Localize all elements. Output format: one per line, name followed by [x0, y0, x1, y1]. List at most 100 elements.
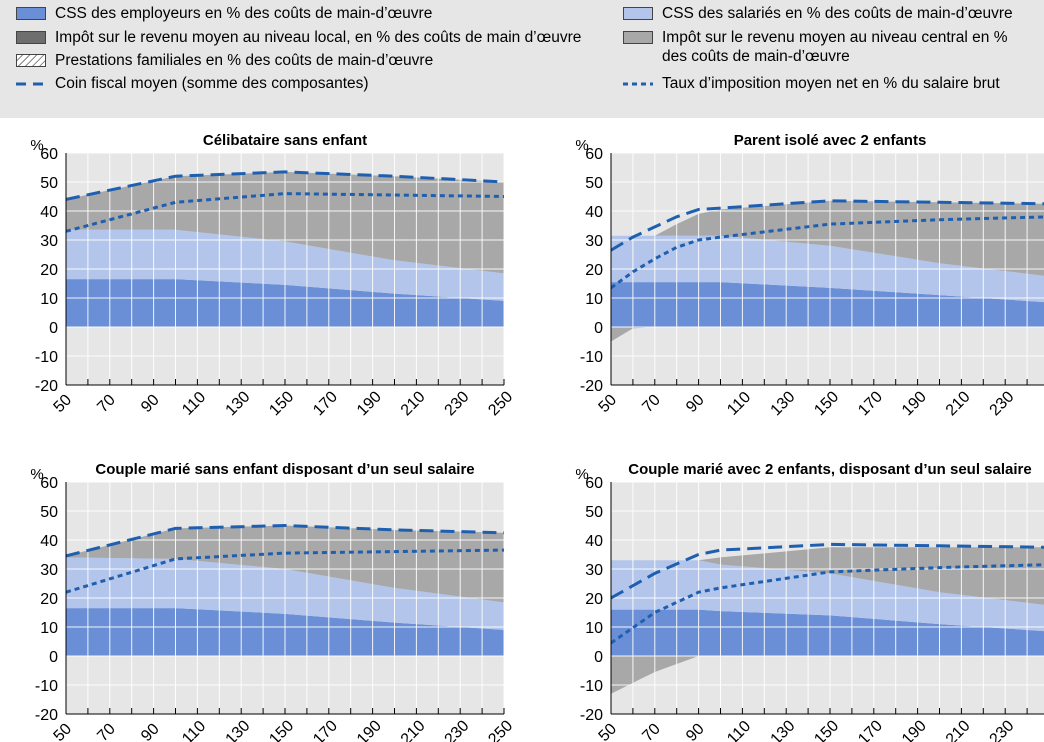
x-tick-label: 150	[266, 717, 297, 742]
x-tick-label: 130	[768, 717, 799, 742]
y-tick-label: 50	[40, 504, 58, 521]
net-rate-line	[611, 563, 1044, 645]
x-tick-label: 230	[987, 388, 1018, 419]
y-tick-label: 10	[40, 291, 58, 308]
central-tax-swatch-icon	[623, 31, 653, 44]
plot-area	[611, 482, 1044, 714]
legend-label: CSS des employeurs en % des coûts de mai…	[55, 5, 433, 22]
legend-label: Coin fiscal moyen (somme des composantes…	[55, 75, 369, 92]
short-dash-line-icon	[623, 77, 653, 90]
y-axis-unit-label: %	[575, 137, 588, 154]
chart-title: Couple marié avec 2 enfants, disposant d…	[628, 461, 1031, 478]
central-tax-area	[611, 547, 1044, 605]
x-tick-label: 130	[223, 717, 254, 742]
net-rate-line	[611, 215, 1044, 290]
y-tick-label: 30	[585, 562, 603, 579]
legend-item-local-tax: Impôt sur le revenu moyen au niveau loca…	[16, 28, 581, 47]
y-tick-label: 20	[585, 591, 603, 608]
chart-title: Couple marié sans enfant disposant d’un …	[95, 461, 474, 478]
plot-area	[611, 153, 1044, 385]
x-tick-label: 70	[94, 720, 119, 742]
x-tick-label: 230	[442, 388, 473, 419]
x-tick-label: 210	[943, 388, 974, 419]
legend-item-tax-wedge: Coin fiscal moyen (somme des composantes…	[16, 74, 369, 93]
net-rate-line	[66, 548, 504, 594]
x-tick-label: 230	[987, 717, 1018, 742]
legend-item-central-tax: Impôt sur le revenu moyen au niveau cent…	[623, 28, 1008, 66]
tax-wedge-line	[611, 199, 1044, 252]
tax-wedge-line	[66, 170, 504, 201]
y-tick-label: -20	[580, 378, 603, 395]
y-tick-label: -10	[580, 349, 603, 366]
y-tick-label: -20	[35, 378, 58, 395]
employer-css-area	[611, 609, 1044, 656]
y-tick-label: 30	[40, 562, 58, 579]
y-tick-label: 40	[585, 204, 603, 221]
x-tick-label: 110	[179, 389, 209, 419]
local-tax-swatch-icon	[16, 31, 46, 44]
x-tick-label: 130	[223, 388, 254, 419]
y-tick-label: 40	[585, 533, 603, 550]
x-tick-label: 90	[138, 391, 163, 416]
tax-wedge-line	[66, 523, 504, 558]
x-tick-label: 250	[485, 717, 516, 742]
y-tick-label: 20	[40, 591, 58, 608]
y-tick-label: 30	[585, 233, 603, 250]
x-tick-label: 150	[811, 717, 842, 742]
legend-label-line-2: des coûts de main-d’œuvre	[662, 48, 850, 65]
x-tick-label: 210	[943, 717, 974, 742]
x-tick-label: 250	[485, 388, 516, 419]
legend: CSS des employeurs en % des coûts de mai…	[0, 0, 1044, 118]
x-tick-label: 90	[683, 720, 708, 742]
y-tick-label: 0	[49, 320, 58, 337]
y-tick-label: 50	[585, 504, 603, 521]
y-tick-label: 20	[585, 262, 603, 279]
x-tick-label: 170	[310, 717, 341, 742]
x-tick-label: 190	[354, 717, 385, 742]
y-tick-label: 60	[40, 475, 58, 492]
x-tick-label: 170	[855, 388, 886, 419]
y-tick-label: 10	[40, 620, 58, 637]
y-tick-label: -10	[35, 678, 58, 695]
long-dash-line-icon	[16, 77, 46, 90]
y-tick-label: 0	[594, 320, 603, 337]
chart-title: Parent isolé avec 2 enfants	[734, 132, 927, 149]
x-tick-label: 190	[899, 388, 930, 419]
x-tick-label: 50	[596, 391, 621, 416]
net-rate-line	[66, 192, 504, 233]
y-tick-label: 40	[40, 204, 58, 221]
y-tick-label: -20	[580, 707, 603, 724]
x-tick-label: 150	[811, 388, 842, 419]
legend-label-line-1: Impôt sur le revenu moyen au niveau cent…	[662, 29, 1008, 46]
x-tick-label: 210	[398, 388, 429, 419]
y-tick-label: 0	[594, 649, 603, 666]
chart-title: Célibataire sans enfant	[203, 132, 367, 149]
x-tick-label: 90	[683, 391, 708, 416]
x-tick-label: 190	[899, 717, 930, 742]
y-tick-label: -10	[35, 349, 58, 366]
x-tick-label: 90	[138, 720, 163, 742]
employer-css-area	[611, 282, 1044, 327]
x-tick-label: 110	[724, 718, 754, 742]
employer-css-swatch-icon	[16, 7, 46, 20]
y-tick-label: 40	[40, 533, 58, 550]
y-axis-unit-label: %	[30, 137, 43, 154]
y-tick-label: 10	[585, 620, 603, 637]
plot-area	[66, 482, 504, 714]
chart-panel-1: 60 50 40 30 20 10 0 -10 -20% 50 70 90 110 130 150 170 19…	[30, 132, 516, 419]
legend-item-family-benefits: Prestations familiales en % des coûts de…	[16, 51, 433, 70]
y-tick-label: 20	[40, 262, 58, 279]
x-tick-label: 70	[639, 720, 664, 742]
y-tick-label: 60	[585, 475, 603, 492]
central-tax-area	[611, 200, 1044, 276]
x-tick-label: 70	[639, 391, 664, 416]
y-tick-label: 50	[40, 175, 58, 192]
x-tick-label: 130	[768, 388, 799, 419]
y-axis-unit-label: %	[575, 466, 588, 483]
y-tick-label: 0	[49, 649, 58, 666]
hatch-swatch-icon	[16, 54, 46, 67]
legend-label: Prestations familiales en % des coûts de…	[55, 52, 434, 69]
x-tick-label: 230	[442, 717, 473, 742]
